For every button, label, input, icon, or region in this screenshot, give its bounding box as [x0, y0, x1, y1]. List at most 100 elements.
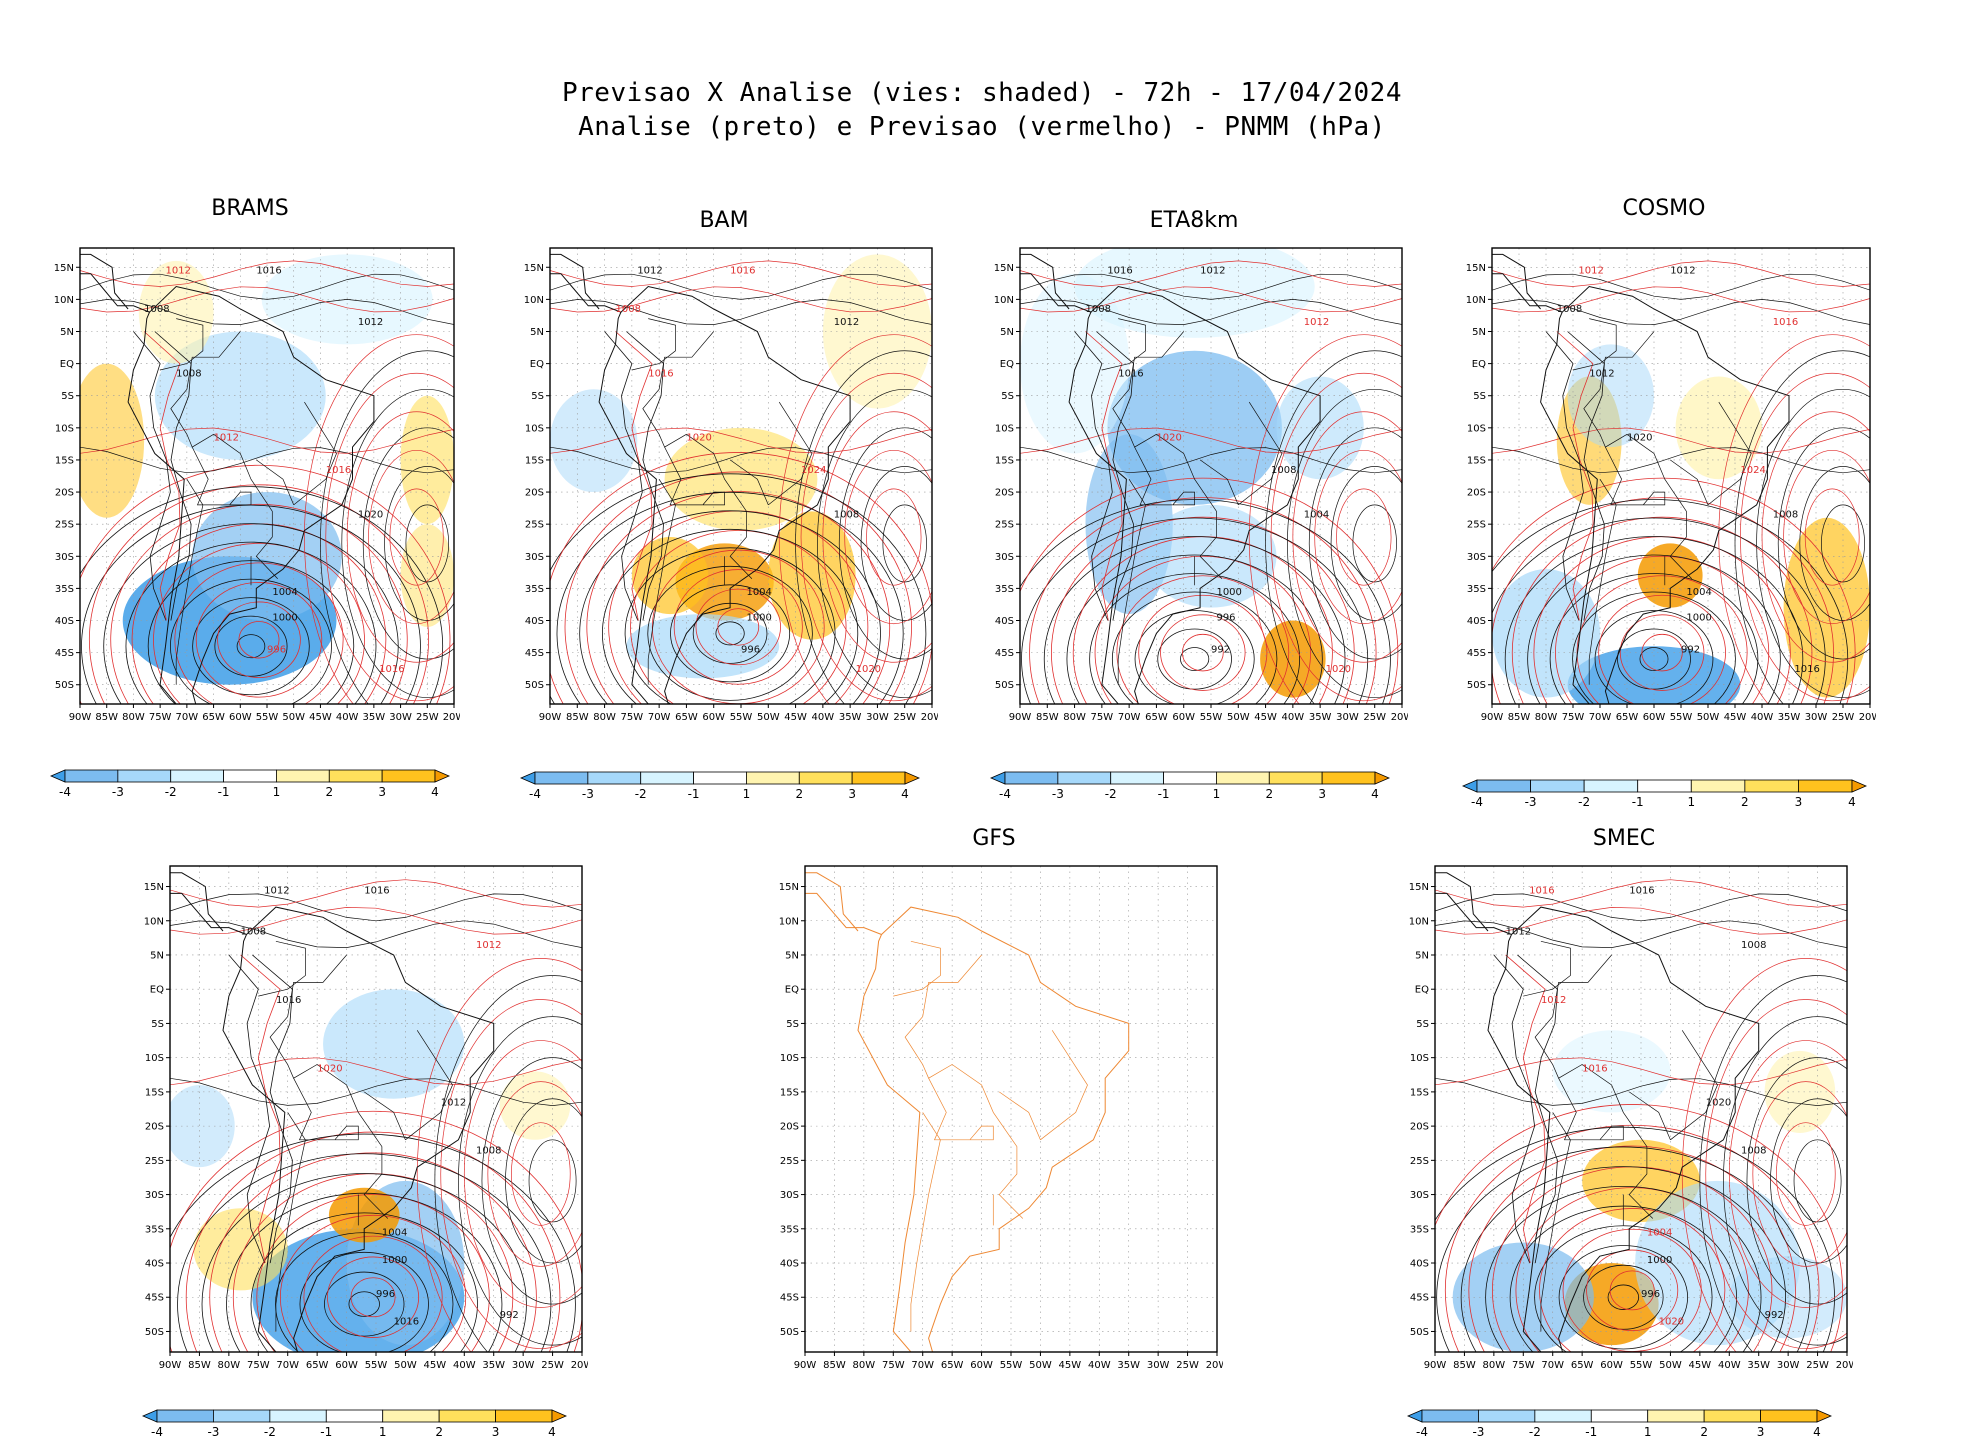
- colorbar-label: -4: [59, 785, 71, 799]
- analysis-isobar: [1074, 331, 1113, 621]
- country-border: [1117, 479, 1146, 685]
- forecast-isobar: [778, 334, 932, 704]
- colorbar-swatch: [1703, 1409, 1761, 1423]
- lon-tick-label: 35W: [363, 712, 386, 723]
- lat-tick-label: 10N: [144, 916, 164, 927]
- lat-tick-label: 15S: [995, 455, 1014, 466]
- country-border: [275, 1112, 306, 1332]
- analysis-isobar: [838, 427, 932, 660]
- lat-tick-label: 15S: [55, 455, 74, 466]
- analysis-isobar: [1504, 536, 1804, 704]
- forecast-isobar: [256, 1194, 490, 1352]
- country-border: [1040, 1030, 1088, 1141]
- isobar-label: 1016: [1118, 368, 1143, 379]
- lon-tick-label: 80W: [593, 712, 616, 723]
- analysis-isobar: [1436, 1146, 1811, 1352]
- colorbar-label: 4: [431, 785, 439, 799]
- colorbar-extend-high: [551, 1409, 567, 1423]
- central-america-coastline: [1020, 253, 1092, 313]
- lat-tick-label: 25S: [780, 1156, 799, 1167]
- isobar-label: 1008: [1741, 940, 1766, 951]
- colorbar-swatch: [381, 769, 436, 783]
- lon-tick-label: 75W: [149, 712, 172, 723]
- lat-tick-label: 30S: [145, 1190, 164, 1201]
- forecast-isobar: [695, 588, 781, 666]
- lat-tick-label: 45S: [780, 1293, 799, 1304]
- lon-tick-label: 70W: [276, 1360, 299, 1371]
- forecast-isobar: [350, 1277, 396, 1318]
- lat-tick-label: 15S: [525, 455, 544, 466]
- forecast-isobar: [866, 488, 922, 586]
- colorbar-swatch: [1583, 779, 1639, 793]
- forecast-isobar: [1609, 1270, 1655, 1311]
- country-border: [631, 318, 676, 371]
- central-america-coastline: [550, 253, 622, 313]
- isobar-label: 1000: [746, 613, 771, 624]
- country-border: [1134, 446, 1173, 506]
- lon-tick-label: 40W: [336, 712, 359, 723]
- isobar-label: 1008: [241, 926, 266, 937]
- forecast-isobar: [416, 958, 582, 1352]
- forecast-isobar: [153, 543, 365, 704]
- country-border: [768, 401, 813, 506]
- colorbar-swatch: [1647, 1409, 1705, 1423]
- isobar-label: 1016: [648, 368, 673, 379]
- colorbar-label: -1: [218, 785, 230, 799]
- analysis-isobar: [226, 1192, 503, 1352]
- analysis-isobar: [434, 975, 582, 1352]
- lat-tick-label: 25S: [995, 520, 1014, 531]
- lon-tick-label: 75W: [247, 1360, 270, 1371]
- forecast-isobar: [240, 954, 281, 1264]
- lat-tick-label: 10S: [55, 423, 74, 434]
- country-border: [1707, 401, 1752, 506]
- lon-tick-label: 75W: [882, 1360, 905, 1371]
- country-border: [1238, 401, 1283, 506]
- isobar-label: 1020: [856, 664, 881, 675]
- colorbar-label: 1: [743, 787, 751, 801]
- analysis-isobar: [481, 1057, 582, 1305]
- forecast-isobar: [80, 427, 454, 454]
- analysis-isobar: [1352, 504, 1397, 583]
- country-border: [1670, 1030, 1718, 1141]
- lat-tick-label: 10N: [994, 295, 1014, 306]
- lon-tick-label: 35W: [1747, 1360, 1770, 1371]
- lat-tick-label: 5S: [1416, 1019, 1429, 1030]
- isobar-label: 1012: [214, 433, 239, 444]
- bias-shading-region: [323, 989, 465, 1099]
- lat-tick-label: 15N: [994, 263, 1014, 274]
- isobar-label: 996: [741, 645, 760, 656]
- forecast-isobar: [279, 1214, 467, 1352]
- forecast-isobar: [1492, 497, 1834, 704]
- lat-tick-label: 5S: [61, 391, 74, 402]
- analysis-isobar: [1534, 1225, 1713, 1352]
- isobar-label: 1008: [1085, 304, 1110, 315]
- forecast-isobar: [110, 503, 408, 704]
- isobar-label: 1008: [1773, 510, 1798, 521]
- lat-tick-label: 10N: [54, 295, 74, 306]
- colorbar-label: 4: [1371, 787, 1379, 801]
- analysis-isobar: [80, 273, 454, 300]
- south-america-coastline: [857, 906, 1130, 1352]
- lat-tick-label: EQ: [150, 985, 164, 996]
- colorbar-label: -4: [1416, 1425, 1428, 1439]
- lon-tick-label: 70W: [1118, 712, 1141, 723]
- isobar-label: 1000: [1647, 1255, 1672, 1266]
- lat-tick-label: 5N: [150, 950, 164, 961]
- analysis-isobar: [1492, 517, 1826, 704]
- lat-tick-label: 25S: [1467, 520, 1486, 531]
- colorbar: -4 -3 -2 -1 1 2 3 4: [990, 771, 1390, 801]
- lat-tick-label: 25S: [55, 520, 74, 531]
- lon-tick-label: 85W: [566, 712, 589, 723]
- forecast-isobar: [1586, 1249, 1679, 1332]
- lon-tick-label: 65W: [1145, 712, 1168, 723]
- lat-tick-label: 45S: [995, 648, 1014, 659]
- colorbar-label: -3: [207, 1425, 219, 1439]
- lon-tick-label: 70W: [176, 712, 199, 723]
- colorbar-extend-low: [1462, 779, 1478, 793]
- lon-tick-label: 90W: [69, 712, 92, 723]
- lat-tick-label: 35S: [55, 584, 74, 595]
- analysis-isobar: [170, 893, 582, 922]
- lon-tick-label: 90W: [794, 1360, 817, 1371]
- forecast-isobar: [174, 562, 344, 704]
- analysis-isobar: [1572, 591, 1736, 704]
